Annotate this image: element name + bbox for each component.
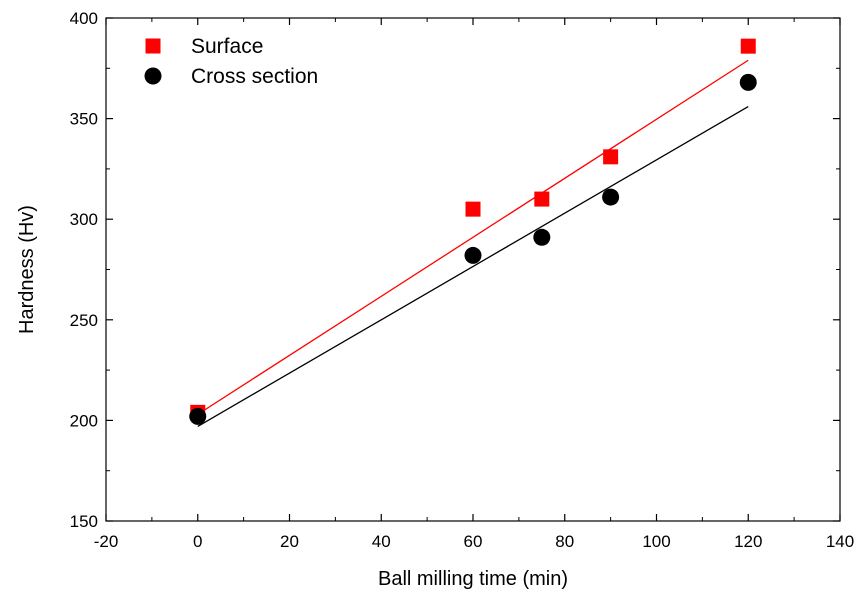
x-axis-title: Ball milling time (min) <box>378 568 568 590</box>
y-tick-label: 350 <box>70 110 98 129</box>
plot-frame <box>105 17 841 522</box>
y-tick-label: 150 <box>70 512 98 531</box>
surface-point <box>603 149 619 165</box>
cross-section-point <box>533 228 551 246</box>
x-tick-label: 100 <box>642 532 670 551</box>
legend-label: Cross section <box>191 65 318 88</box>
legend-label: Surface <box>191 35 263 58</box>
surface-point <box>465 201 481 217</box>
y-tick-label: 400 <box>70 9 98 28</box>
x-tick-label: 60 <box>464 532 483 551</box>
legend-marker-surface <box>145 38 161 54</box>
x-axis: -20 0 20 40 60 80 100 120 140 <box>94 18 854 551</box>
data-points <box>189 38 757 425</box>
x-tick-label: 0 <box>193 532 202 551</box>
x-tick-label: 120 <box>734 532 762 551</box>
x-tick-label: -20 <box>94 532 119 551</box>
y-tick-label: 300 <box>70 210 98 229</box>
y-tick-label: 200 <box>70 411 98 430</box>
x-tick-label: 40 <box>372 532 391 551</box>
y-tick-label: 250 <box>70 311 98 330</box>
fit-line <box>197 105 749 427</box>
surface-point <box>740 38 756 54</box>
cross-section-point <box>464 246 482 264</box>
cross-section-point <box>189 407 207 425</box>
x-tick-label: 80 <box>555 532 574 551</box>
cross-section-point <box>739 73 757 91</box>
cross-section-point <box>602 188 620 206</box>
fit-lines <box>197 59 749 427</box>
x-tick-label: 140 <box>826 532 854 551</box>
y-axis-title: Hardness (Hv) <box>16 205 38 334</box>
surface-point <box>534 191 550 207</box>
legend: Surface Cross section <box>144 35 318 88</box>
plot-area <box>105 17 841 522</box>
fit-line <box>197 59 749 415</box>
y-axis: 150 200 250 300 350 400 <box>70 9 840 531</box>
legend-marker-cross-section <box>144 67 162 85</box>
x-tick-label: 20 <box>280 532 299 551</box>
